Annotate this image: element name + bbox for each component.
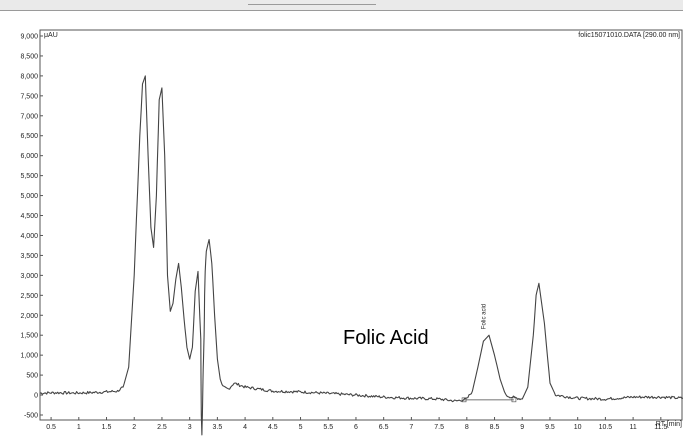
y-tick-label: 4,500	[20, 213, 38, 220]
y-tick-label: 7,000	[20, 113, 38, 120]
x-tick-label: 8	[465, 424, 469, 431]
x-tick-label: 3.5	[213, 424, 223, 431]
y-tick-label: -500	[24, 413, 38, 420]
x-tick-label: 7.5	[434, 424, 444, 431]
y-tick-label: 4,000	[20, 233, 38, 240]
labels-layer: μAU folic15071010.DATA [290.00 nm] RT [m…	[44, 32, 682, 428]
x-tick-label: 4.5	[268, 424, 278, 431]
folic-acid-annotation: Folic Acid	[343, 327, 429, 349]
x-tick-label: 6.5	[379, 424, 389, 431]
splitter-handle[interactable]	[248, 4, 376, 5]
y-tick-label: 2,500	[20, 293, 38, 300]
x-tick-label: 7	[409, 424, 413, 431]
y-tick-label: 7,500	[20, 93, 38, 100]
chromatogram-trace	[39, 75, 683, 436]
x-tick-label: 1	[77, 424, 81, 431]
y-tick-label: 1,000	[20, 353, 38, 360]
axes-layer: 9,000 8,500 8,000 7,500 7,000 6,500 6,000 5,500…	[20, 29, 683, 431]
y-tick-label: 5,500	[20, 173, 38, 180]
window-title-bar	[0, 0, 683, 11]
y-tick-label: 8,500	[20, 53, 38, 60]
x-tick-label: 0.5	[46, 424, 56, 431]
x-tick-label: 9	[520, 424, 524, 431]
series-layer	[39, 75, 683, 436]
y-tick-label: 500	[26, 373, 38, 380]
x-tick-label: 6	[354, 424, 358, 431]
x-tick-label: 2.5	[157, 424, 167, 431]
x-tick-label: 10.5	[599, 424, 613, 431]
plot-frame	[39, 29, 683, 421]
y-tick-label: 0	[34, 393, 38, 400]
y-tick-label: 6,500	[20, 133, 38, 140]
y-tick-label: 9,000	[20, 34, 38, 41]
x-tick-label: 11.5	[654, 424, 667, 431]
integration-end-marker	[511, 397, 517, 403]
x-axis-unit-label: RT [min]	[656, 421, 682, 428]
y-tick-label: 8,000	[20, 73, 38, 80]
x-tick-label: 5	[299, 424, 303, 431]
x-tick-label: 4	[243, 424, 247, 431]
y-tick-label: 5,000	[20, 193, 38, 200]
y-tick-label: 3,500	[20, 253, 38, 260]
y-axis-unit-label: μAU	[44, 32, 58, 39]
y-tick-label: 3,000	[20, 273, 38, 280]
x-tick-label: 10	[574, 424, 582, 431]
x-tick-label: 2	[132, 424, 136, 431]
x-tick-label: 11	[629, 424, 636, 431]
x-tick-label: 1.5	[102, 424, 112, 431]
y-tick-label: 6,000	[20, 153, 38, 160]
y-tick-label: 1,500	[20, 333, 38, 340]
folic-acid-peak-label: Folic acid	[481, 304, 487, 329]
integration-start-marker	[461, 397, 467, 403]
file-data-label: folic15071010.DATA [290.00 nm]	[578, 32, 680, 39]
x-tick-label: 9.5	[545, 424, 555, 431]
x-tick-label: 5.5	[323, 424, 333, 431]
x-tick-label: 3	[188, 424, 192, 431]
y-tick-label: 2,000	[20, 313, 38, 320]
x-tick-label: 8.5	[490, 424, 500, 431]
